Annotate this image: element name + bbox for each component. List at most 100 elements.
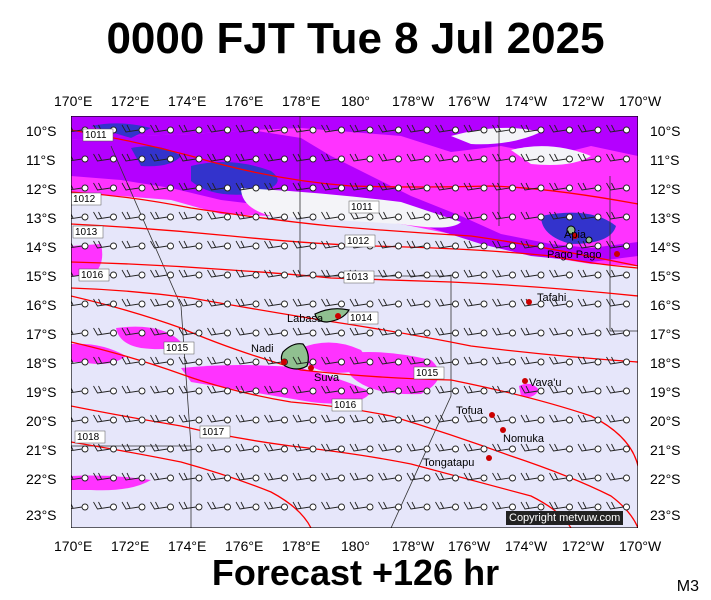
wind-barb — [93, 298, 111, 307]
wind-barb — [121, 153, 140, 162]
wind-barbs — [71, 124, 630, 511]
wind-barb — [207, 153, 225, 162]
lat-label: 23°S — [650, 507, 681, 523]
wind-barb — [235, 414, 254, 423]
wind-barb-station — [138, 271, 146, 279]
wind-barb — [463, 124, 482, 133]
wind-barb-station — [224, 416, 231, 424]
wind-barb-station — [594, 503, 602, 511]
wind-barb-station — [423, 387, 431, 395]
wind-barb — [549, 501, 567, 510]
wind-barb-station — [509, 242, 516, 250]
wind-barb — [577, 211, 596, 220]
wind-barb — [549, 356, 567, 365]
wind-barb — [207, 472, 225, 481]
lat-label: 12°S — [650, 181, 681, 197]
wind-barb — [235, 240, 254, 249]
wind-barb-station — [480, 184, 488, 192]
wind-barb — [207, 385, 225, 394]
wind-barb — [435, 414, 453, 423]
wind-barb — [121, 385, 140, 394]
lat-label: 17°S — [26, 326, 57, 342]
place-dot-tafahi — [526, 299, 532, 305]
wind-barb-station — [480, 271, 488, 279]
wind-barb-station — [309, 387, 317, 395]
wind-barb-station — [566, 445, 573, 453]
wind-barb — [606, 443, 624, 452]
wind-barb-station — [110, 474, 117, 482]
wind-barb-station — [509, 329, 516, 337]
wind-barb — [435, 153, 453, 162]
wind-barb-station — [395, 271, 402, 279]
lon-label: 172°W — [562, 538, 605, 554]
lat-label: 13°S — [650, 210, 681, 226]
wind-barb-station — [509, 474, 516, 482]
wind-barb — [93, 153, 111, 162]
wind-barb-station — [195, 213, 203, 221]
wind-barb-station — [594, 329, 602, 337]
wind-barb — [435, 182, 453, 191]
isobar-label: 1013 — [346, 272, 369, 283]
wind-barb — [292, 298, 311, 307]
wind-barb — [435, 356, 453, 365]
wind-barb-station — [252, 503, 260, 511]
wind-barb-station — [338, 184, 345, 192]
wind-barb-station — [509, 387, 516, 395]
place-label: Tofua — [456, 405, 484, 417]
wind-barb — [93, 443, 111, 452]
wind-barb — [492, 443, 510, 452]
wind-barb — [435, 501, 453, 510]
lat-label: 10°S — [26, 123, 57, 139]
wind-barb-station — [309, 271, 317, 279]
wind-barb-station — [537, 503, 545, 511]
wind-barb-station — [281, 184, 288, 192]
wind-barb — [463, 443, 482, 452]
lat-label: 16°S — [26, 297, 57, 313]
isobar-label: 1018 — [77, 432, 100, 443]
wind-barb-station — [537, 242, 545, 250]
wind-barb-station — [594, 416, 602, 424]
wind-barb — [463, 356, 482, 365]
wind-barb — [235, 356, 254, 365]
wind-barb-station — [338, 126, 345, 134]
wind-barb — [93, 211, 111, 220]
wind-barb-station — [395, 213, 402, 221]
wind-barb — [549, 327, 567, 336]
wind-barb — [178, 240, 197, 249]
place-label: Labasa — [287, 313, 324, 325]
wind-barb-station — [566, 271, 573, 279]
wind-barb — [178, 472, 197, 481]
lat-label: 22°S — [26, 471, 57, 487]
wind-barb-station — [480, 300, 488, 308]
wind-barb — [321, 182, 339, 191]
wind-barb-station — [423, 358, 431, 366]
wind-barb-station — [509, 416, 516, 424]
wind-barb-station — [452, 271, 459, 279]
lat-label: 15°S — [650, 268, 681, 284]
wind-barb — [492, 240, 510, 249]
wind-barb-station — [195, 329, 203, 337]
wind-barb — [549, 240, 567, 249]
wind-barb — [492, 124, 510, 133]
wind-barb — [93, 414, 111, 423]
wind-barb-station — [594, 387, 602, 395]
wind-barb — [264, 443, 282, 452]
wind-barb — [93, 240, 111, 249]
wind-barb — [292, 124, 311, 133]
wind-barb-station — [566, 416, 573, 424]
wind-barb-station — [623, 445, 630, 453]
wind-barb — [264, 211, 282, 220]
wind-barb — [349, 501, 368, 510]
wind-barb-station — [167, 358, 174, 366]
wind-barb-station — [623, 329, 630, 337]
wind-barb — [93, 327, 111, 336]
wind-barb-station — [537, 445, 545, 453]
lat-label: 11°S — [26, 152, 56, 168]
wind-barb — [207, 298, 225, 307]
wind-barb — [406, 298, 425, 307]
wind-barb — [264, 356, 282, 365]
wind-barb — [207, 240, 225, 249]
wind-barb — [150, 443, 168, 452]
wind-barb-station — [395, 445, 402, 453]
wind-barb — [349, 327, 368, 336]
